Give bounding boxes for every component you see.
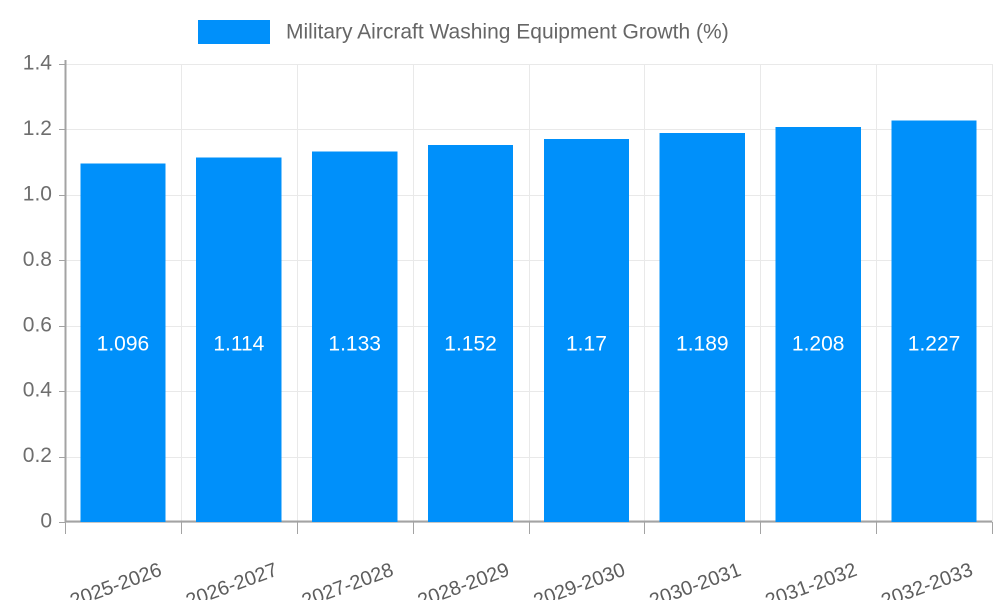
bar-value-label: 1.096: [97, 333, 150, 356]
x-axis-tick-marks: [65, 522, 993, 534]
x-axis-tick-label: 2030-2031: [647, 559, 744, 600]
vertical-gridlines: [65, 64, 993, 522]
bar[interactable]: [312, 151, 398, 522]
legend-label: Military Aircraft Washing Equipment Grow…: [286, 21, 729, 44]
bar-value-label: 1.133: [328, 333, 381, 356]
bar-value-label: 1.114: [213, 333, 264, 356]
bar-value-label: 1.189: [676, 333, 729, 356]
x-axis-tick-label: 2027-2028: [299, 559, 396, 600]
y-axis-tick-label: 0.4: [23, 379, 53, 402]
x-axis-tick-label: 2025-2026: [67, 559, 164, 600]
bar-value-label: 1.227: [908, 333, 961, 356]
y-axis-tick-label: 1.0: [23, 182, 52, 205]
x-axis-tick-label: 2029-2030: [531, 559, 628, 600]
bar[interactable]: [427, 145, 514, 523]
bar[interactable]: [196, 157, 282, 522]
y-axis-tick-label: 0.2: [23, 444, 52, 467]
x-axis-tick-labels: 2025-2026 2026-2027 2027-2028 2028-2029 2029…: [67, 559, 976, 600]
y-axis-tick-label: 0: [40, 510, 52, 533]
bar-value-label: 1.152: [444, 333, 497, 356]
y-axis-tick-labels: 0 0.2 0.4 0.6 0.8 1.0 1.2 1.4: [23, 52, 53, 533]
x-axis-tick-label: 2032-2033: [878, 559, 975, 600]
bar-value-labels: 1.096 1.114 1.133 1.152 1.17 1.189 1.208 1.227: [97, 333, 961, 356]
y-axis-tick-label: 0.6: [23, 313, 52, 336]
bar-series: [80, 120, 977, 523]
legend-color-swatch: [198, 20, 270, 44]
bar[interactable]: [775, 126, 861, 522]
y-axis-tick-label: 1.2: [23, 117, 52, 140]
y-axis-tick-label: 0.8: [23, 248, 52, 271]
bar[interactable]: [543, 139, 630, 522]
bar-value-label: 1.17: [566, 333, 607, 356]
bar[interactable]: [891, 120, 977, 523]
y-axis-tick-marks: [59, 64, 65, 523]
legend: Military Aircraft Washing Equipment Grow…: [198, 20, 729, 44]
x-axis-tick-label: 2028-2029: [415, 559, 512, 600]
y-axis-tick-label: 1.4: [23, 52, 53, 75]
bar[interactable]: [659, 133, 745, 522]
bar[interactable]: [80, 163, 166, 523]
x-axis-tick-label: 2031-2032: [762, 559, 859, 600]
x-axis-tick-label: 2026-2027: [183, 559, 280, 600]
bar-value-label: 1.208: [792, 333, 845, 356]
